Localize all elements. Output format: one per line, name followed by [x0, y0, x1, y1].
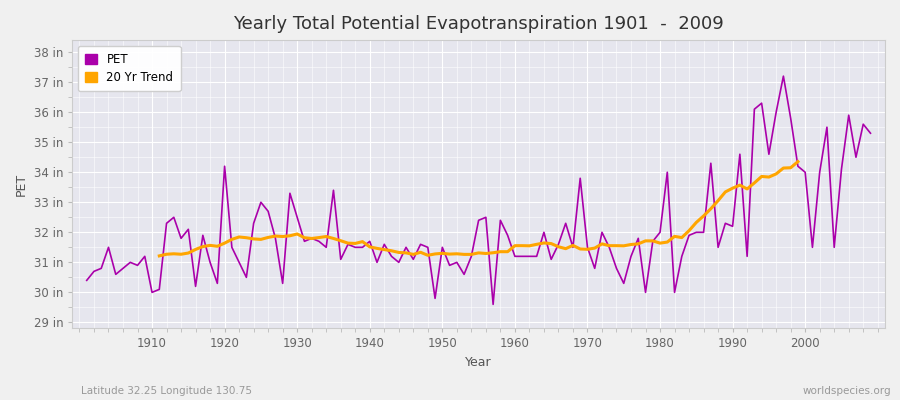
- 20 Yr Trend: [720, 190, 731, 194]
- PET: [140, 254, 150, 259]
- 20 Yr Trend: [284, 233, 295, 238]
- 20 Yr Trend: [234, 234, 245, 239]
- PET: [509, 254, 520, 259]
- PET: [299, 239, 310, 244]
- X-axis label: Year: Year: [465, 356, 492, 369]
- 20 Yr Trend: [154, 254, 165, 258]
- Title: Yearly Total Potential Evapotranspiration 1901  -  2009: Yearly Total Potential Evapotranspiratio…: [233, 15, 724, 33]
- PET: [488, 302, 499, 307]
- PET: [778, 74, 788, 78]
- Line: 20 Yr Trend: 20 Yr Trend: [159, 162, 798, 256]
- Legend: PET, 20 Yr Trend: PET, 20 Yr Trend: [78, 46, 181, 91]
- PET: [81, 278, 92, 283]
- 20 Yr Trend: [220, 241, 230, 246]
- PET: [517, 254, 527, 259]
- PET: [604, 245, 615, 250]
- 20 Yr Trend: [793, 159, 804, 164]
- Text: Latitude 32.25 Longitude 130.75: Latitude 32.25 Longitude 130.75: [81, 386, 252, 396]
- Text: worldspecies.org: worldspecies.org: [803, 386, 891, 396]
- 20 Yr Trend: [481, 251, 491, 256]
- 20 Yr Trend: [400, 250, 411, 255]
- Y-axis label: PET: PET: [15, 173, 28, 196]
- Line: PET: PET: [86, 76, 870, 304]
- PET: [343, 242, 354, 247]
- PET: [865, 131, 876, 136]
